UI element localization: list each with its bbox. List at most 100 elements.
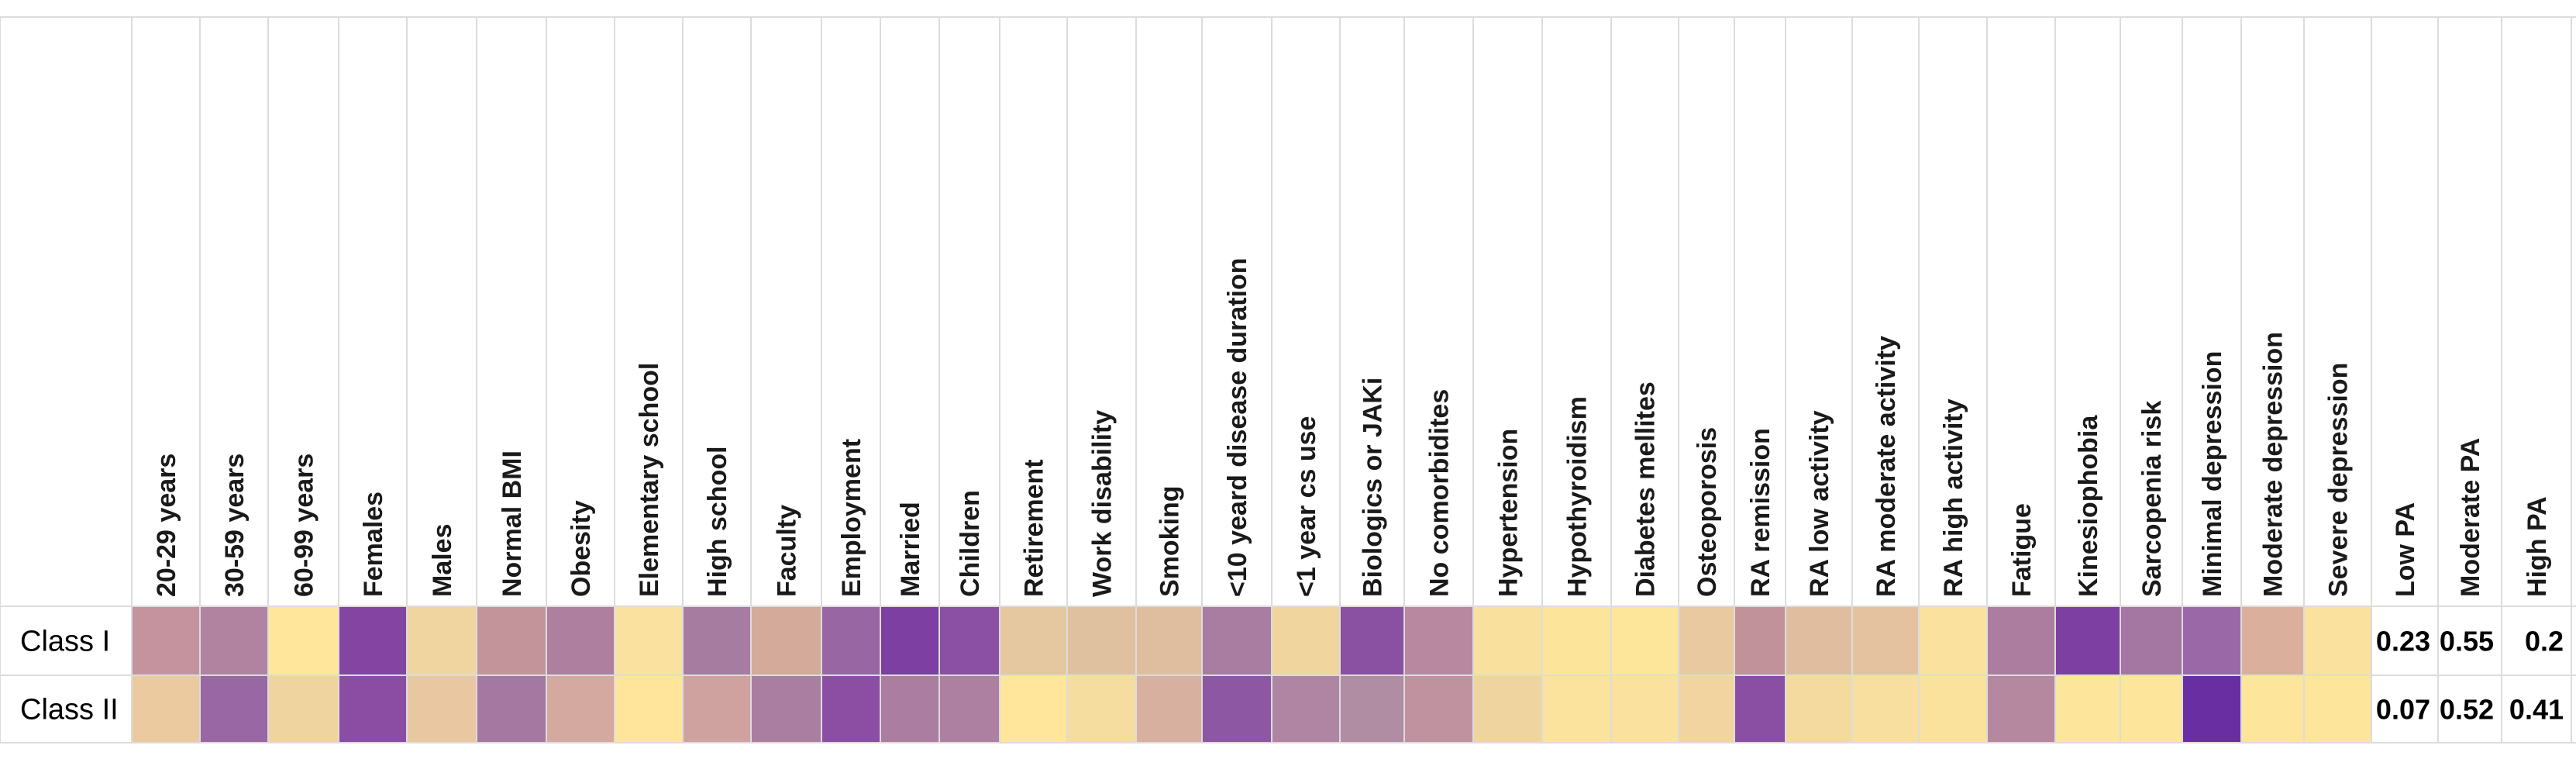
heatmap-cell <box>684 676 750 742</box>
heatmap-cell <box>201 607 267 674</box>
heatmap-cell <box>940 607 999 674</box>
heatmap-cell <box>547 676 614 742</box>
row-label: Class I <box>20 626 110 658</box>
pa-value-label: 0.41 <box>2509 694 2564 726</box>
heatmap-cell <box>547 607 614 674</box>
heatmap-cell <box>752 607 821 674</box>
column-label: RA moderate activity <box>1872 336 1901 597</box>
heatmap-cell <box>1679 607 1734 674</box>
column-label: High PA <box>2523 496 2552 597</box>
column-label: Fatigue <box>2007 503 2037 597</box>
heatmap-cell <box>2183 676 2240 742</box>
heatmap-cell <box>1068 607 1135 674</box>
column-label: Low PA <box>2391 502 2420 597</box>
row-labels: Class I Class II <box>20 626 119 726</box>
heatmap-cell <box>477 607 546 674</box>
heatmap-cell <box>940 676 999 742</box>
heatmap-cell <box>1920 607 1986 674</box>
heatmap-cell <box>1068 676 1135 742</box>
heatmap-cell <box>1735 676 1785 742</box>
column-label: Children <box>956 490 985 597</box>
heatmap-cell <box>1203 607 1271 674</box>
heatmap-cell <box>269 607 338 674</box>
heatmap-cell <box>1273 607 1339 674</box>
column-label: 60-99 years <box>290 454 319 597</box>
heatmap-cell <box>822 676 880 742</box>
column-label: Work disability <box>1088 410 1118 597</box>
heatmap-cell <box>133 607 199 674</box>
heatmap-cell <box>2242 607 2303 674</box>
heatmap-cell <box>2305 607 2371 674</box>
heatmap-cell <box>684 607 750 674</box>
heatmap-cell <box>133 676 199 742</box>
column-label: Smoking <box>1155 485 1185 597</box>
heatmap-cell <box>1203 676 1271 742</box>
column-label: 20-29 years <box>152 454 181 597</box>
heatmap-cell <box>2121 676 2182 742</box>
heatmap-cell <box>1543 676 1610 742</box>
column-label: Males <box>428 524 457 598</box>
heatmap-cell <box>1405 607 1472 674</box>
pa-value-labels: 0.23 0.55 0.2 0.07 0.52 0.41 <box>2376 626 2564 726</box>
heatmap-cell <box>1137 607 1201 674</box>
column-label: No comorbidites <box>1425 389 1455 597</box>
column-label: RA high activity <box>1939 398 1968 597</box>
heatmap-cell <box>1853 607 1918 674</box>
heatmap-cell <box>1273 676 1339 742</box>
heatmap-cell <box>477 676 546 742</box>
heatmap-cell <box>1612 676 1678 742</box>
heatmap-cell <box>339 607 406 674</box>
heatmap-cell <box>822 607 880 674</box>
heatmap-cells <box>133 607 2371 742</box>
heatmap-cell <box>1000 607 1066 674</box>
heatmap-cell <box>1735 607 1785 674</box>
heatmap-cell <box>1786 607 1851 674</box>
heatmap-cell <box>1543 607 1610 674</box>
heatmap-cell <box>1786 676 1851 742</box>
heatmap-cell <box>881 607 938 674</box>
heatmap-cell <box>1988 607 2054 674</box>
column-label: Moderate depression <box>2259 332 2288 597</box>
heatmap-cell <box>752 676 821 742</box>
heatmap-cell <box>2242 676 2303 742</box>
heatmap-cell <box>408 607 476 674</box>
heatmap-cell <box>2056 676 2120 742</box>
column-label: <1 year cs use <box>1292 416 1321 597</box>
column-label: Normal BMI <box>498 450 527 597</box>
heatmap-cell <box>339 676 406 742</box>
row-label: Class II <box>20 694 119 726</box>
heatmap-cell <box>1341 676 1403 742</box>
column-label: Hypertension <box>1494 429 1524 597</box>
column-label: Sarcopenia risk <box>2137 401 2167 597</box>
heatmap-cell <box>1988 676 2054 742</box>
heatmap-cell <box>1405 676 1472 742</box>
heatmap-cell <box>2056 607 2120 674</box>
column-label: Moderate PA <box>2456 438 2485 597</box>
column-label: Hypothyroidism <box>1563 396 1593 597</box>
column-label: 30-59 years <box>220 454 250 597</box>
column-label: Married <box>896 502 925 597</box>
pa-value-label: 0.52 <box>2440 694 2494 726</box>
column-label: Obesity <box>567 500 596 597</box>
column-label: Minimal depression <box>2198 351 2227 597</box>
heatmap-cell <box>881 676 938 742</box>
pa-value-label: 0.55 <box>2440 626 2494 657</box>
column-label: Elementary school <box>635 363 664 597</box>
column-label: Osteoporosis <box>1693 427 1722 597</box>
column-labels: 20-29 years 30-59 years 60-99 years Females… <box>152 258 2552 597</box>
heatmap-cell <box>1474 676 1541 742</box>
heatmap-cell <box>2183 607 2240 674</box>
heatmap-cell <box>1341 607 1403 674</box>
column-label: Kinesiophobia <box>2074 415 2103 597</box>
column-label: Severe depression <box>2324 363 2354 597</box>
column-label: Diabetes mellites <box>1631 381 1661 597</box>
heatmap-cell <box>2305 676 2371 742</box>
column-label: RA remission <box>1746 428 1775 597</box>
pa-value-label: 0.2 <box>2525 626 2564 657</box>
heatmap-cell <box>408 676 476 742</box>
column-label: Employment <box>837 439 866 597</box>
pa-value-label: 0.23 <box>2376 626 2430 657</box>
heatmap-cell <box>1853 676 1918 742</box>
heatmap-cell <box>1679 676 1734 742</box>
